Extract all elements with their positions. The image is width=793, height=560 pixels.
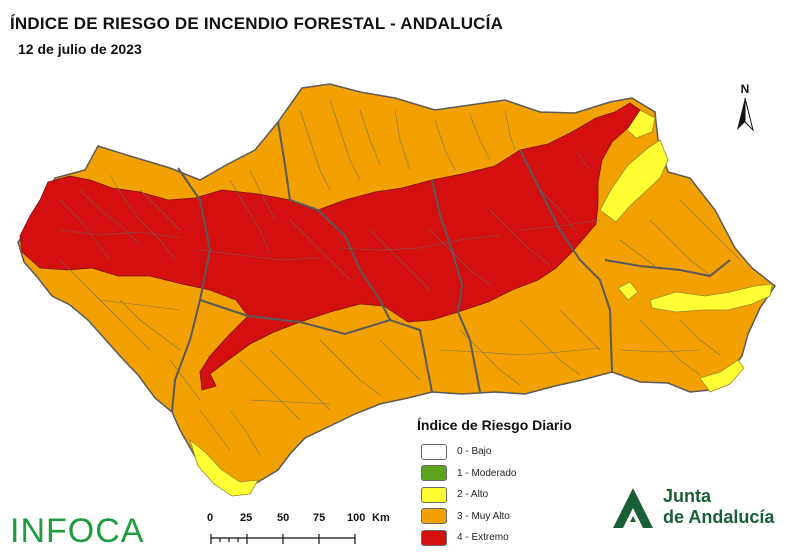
region-alto-east bbox=[599, 139, 669, 223]
legend-label-extremo: 4 - Extremo bbox=[457, 532, 509, 544]
region-alto-small bbox=[617, 281, 639, 301]
junta-andalucia-emblem-icon bbox=[613, 488, 653, 528]
provincial-borders bbox=[171, 121, 731, 413]
region-alto-cadiz bbox=[189, 438, 259, 497]
junta-line-2: de Andalucía bbox=[663, 507, 775, 527]
legend-item-moderado: 1 - Moderado bbox=[416, 463, 572, 485]
scale-unit: Km bbox=[372, 512, 390, 524]
municipal-borders bbox=[59, 99, 741, 456]
map-title: ÍNDICE DE RIESGO DE INCENDIO FORESTAL - … bbox=[10, 14, 504, 33]
scale-tick-75: 75 bbox=[313, 512, 326, 524]
legend-label-bajo: 0 - Bajo bbox=[457, 446, 492, 458]
legend: Índice de Riesgo Diario 0 - Bajo 1 - Mod… bbox=[416, 417, 572, 549]
map-date: 12 de julio de 2023 bbox=[18, 41, 142, 57]
swatch-bajo bbox=[421, 443, 447, 460]
region-alto-almeria bbox=[649, 283, 773, 313]
legend-item-alto: 2 - Alto bbox=[416, 484, 572, 506]
junta-line-1: Junta bbox=[663, 486, 712, 506]
north-arrow-icon bbox=[737, 97, 754, 132]
infoca-logo: INFOCA bbox=[10, 512, 145, 550]
region-alto-sureste bbox=[699, 359, 745, 393]
scale-tick-25: 25 bbox=[240, 512, 253, 524]
swatch-muy-alto bbox=[421, 508, 447, 525]
swatch-alto bbox=[421, 486, 447, 503]
legend-item-bajo: 0 - Bajo bbox=[416, 441, 572, 463]
scale-tick-100: 100 bbox=[347, 512, 366, 524]
legend-label-muy-alto: 3 - Muy Alto bbox=[457, 510, 510, 522]
scale-bar-graphic bbox=[210, 534, 356, 544]
north-arrow: N bbox=[730, 82, 760, 134]
swatch-extremo bbox=[421, 529, 447, 546]
legend-label-alto: 2 - Alto bbox=[457, 489, 489, 501]
region-extremo bbox=[19, 102, 641, 391]
legend-item-muy-alto: 3 - Muy Alto bbox=[416, 506, 572, 528]
legend-label-moderado: 1 - Moderado bbox=[457, 467, 517, 479]
legend-item-extremo: 4 - Extremo bbox=[416, 527, 572, 549]
junta-andalucia-logo: Junta de Andalucía bbox=[663, 486, 774, 528]
scale-tick-50: 50 bbox=[277, 512, 290, 524]
legend-title: Índice de Riesgo Diario bbox=[417, 417, 572, 433]
scale-tick-0: 0 bbox=[207, 512, 214, 524]
swatch-moderado bbox=[421, 465, 447, 482]
north-label: N bbox=[740, 82, 750, 96]
scale-bar: 0 25 50 75 100 Km bbox=[200, 512, 390, 548]
